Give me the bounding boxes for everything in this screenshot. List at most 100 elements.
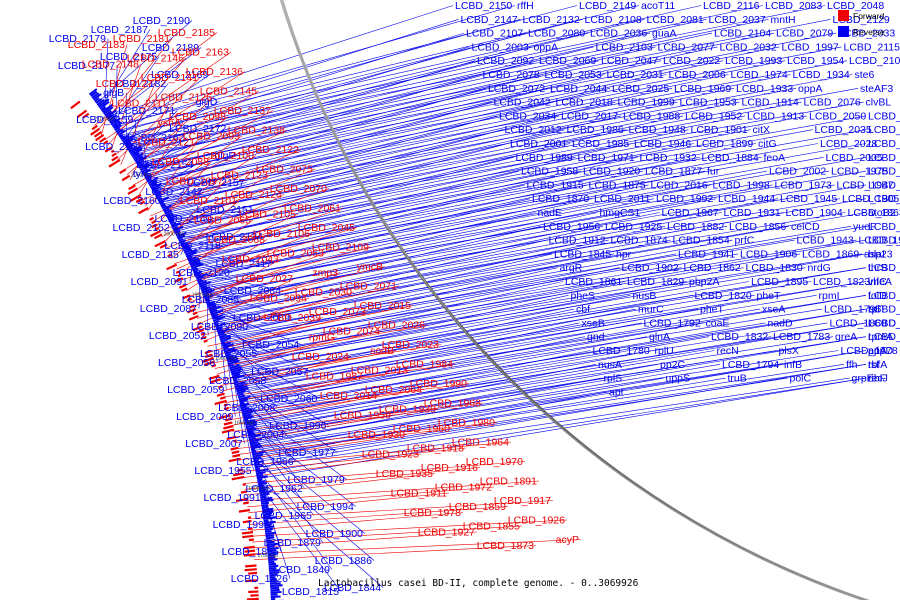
- reverse-feature: [256, 475, 268, 480]
- reverse-label-connector: [134, 32, 713, 159]
- reverse-feature: [135, 155, 148, 164]
- reverse-label-connector: [234, 308, 575, 381]
- reverse-gene-label: LCBD_1991: [203, 492, 260, 504]
- forward-feature: [223, 421, 233, 426]
- reverse-label-connector: [207, 226, 542, 306]
- forward-label-connector: [253, 545, 537, 560]
- reverse-gene-label: LCBD_1900: [306, 528, 363, 540]
- reverse-gene-label: LCBD_2042: [494, 97, 551, 109]
- reverse-gene-label: LCBD_1877: [645, 166, 702, 178]
- reverse-feature: [200, 286, 210, 292]
- reverse-label-connector: [202, 198, 655, 291]
- reverse-feature: [258, 486, 268, 490]
- reverse-label-connector: [238, 295, 867, 396]
- reverse-feature: [268, 569, 280, 572]
- forward-gene-label: LCBD_2163: [172, 47, 229, 59]
- reverse-feature: [213, 320, 219, 325]
- reverse-feature: [265, 536, 275, 540]
- reverse-label-connector: [154, 74, 729, 193]
- reverse-gene-label: LCBD_2050: [809, 110, 866, 122]
- reverse-feature: [188, 257, 200, 264]
- reverse-feature: [269, 582, 281, 585]
- forward-gene-label: LCBD_1935: [376, 468, 433, 480]
- reverse-feature: [242, 410, 254, 416]
- forward-feature: [217, 385, 223, 389]
- reverse-label-connector: [229, 267, 806, 365]
- reverse-label-connector: [200, 170, 867, 288]
- reverse-feature: [268, 560, 275, 564]
- reverse-label-connector: [207, 212, 660, 304]
- reverse-feature: [252, 453, 264, 458]
- reverse-feature: [235, 384, 248, 391]
- reverse-feature: [261, 504, 268, 508]
- reverse-label-connector: [126, 19, 707, 147]
- reverse-label-connector: [191, 170, 644, 267]
- forward-feature: [244, 568, 257, 572]
- reverse-feature: [204, 298, 210, 302]
- reverse-feature: [128, 146, 138, 153]
- forward-label-connector: [183, 233, 313, 286]
- reverse-feature: [264, 530, 272, 533]
- reverse-gene-label: LCBD_2115: [844, 41, 900, 53]
- forward-label-connector: [190, 252, 327, 303]
- forward-feature: [201, 357, 214, 363]
- forward-feature: [209, 378, 221, 384]
- reverse-label-connector: [152, 88, 549, 190]
- forward-gene-label: LCBD_1990: [410, 378, 467, 390]
- reverse-label-connector: [161, 101, 616, 207]
- reverse-feature: [249, 438, 263, 443]
- reverse-gene-label: pheT: [757, 290, 782, 302]
- reverse-feature: [257, 480, 266, 484]
- reverse-feature: [228, 363, 234, 368]
- forward-gene-label: LCBD_2137: [214, 105, 271, 117]
- forward-feature: [219, 396, 226, 400]
- forward-feature: [228, 457, 241, 463]
- reverse-label-connector: [158, 88, 673, 200]
- reverse-gene-label: rpmA: [868, 331, 893, 343]
- reverse-feature: [134, 155, 144, 162]
- reverse-gene-label: LCBD_1879: [264, 537, 321, 549]
- reverse-gene-label: LCBD_1951: [868, 166, 900, 178]
- reverse-gene-label: LCBD_1992: [656, 193, 713, 205]
- forward-gene-label: LCBD_2136: [186, 66, 243, 78]
- forward-label-connector: [228, 383, 470, 415]
- reverse-gene-label: LCBD_2084: [224, 285, 281, 297]
- reverse-label-connector: [121, 32, 465, 140]
- reverse-label-connector: [177, 236, 265, 238]
- forward-feature: [233, 439, 237, 443]
- reverse-gene-label: LCBD_2159: [76, 114, 133, 126]
- reverse-gene-label: rffH: [517, 0, 534, 12]
- reverse-gene-label: LCBD_1908: [859, 235, 900, 247]
- reverse-label-connector: [193, 170, 706, 272]
- forward-feature: [111, 155, 119, 162]
- forward-feature: [248, 571, 258, 575]
- reverse-feature: [268, 564, 279, 568]
- forward-gene-label: LCBD_2099: [183, 131, 240, 143]
- label-lines: [94, 5, 867, 592]
- forward-label-connector: [251, 519, 568, 537]
- forward-label-connector: [155, 161, 212, 227]
- reverse-feature: [199, 281, 211, 288]
- reverse-label-connector: [246, 350, 653, 426]
- reverse-gene-label: LCBD_2162: [127, 132, 184, 144]
- forward-strand-features: [70, 100, 259, 600]
- reverse-label-connector: [248, 364, 597, 433]
- reverse-label-connector: [254, 364, 867, 461]
- scale-tick-labels: 2100 kbp 2050 kbp 2000 kbp 1950 kbp 1900 kbp…: [94, 116, 278, 559]
- reverse-label-connector: [241, 308, 867, 409]
- reverse-feature: [239, 401, 245, 405]
- forward-gene-label: LCBD_1926: [508, 515, 565, 527]
- reverse-gene-label: LCBD_1862: [684, 262, 741, 274]
- reverse-label-connector: [143, 137, 187, 175]
- forward-feature: [188, 314, 199, 321]
- reverse-gene-label: LCBD_2187: [91, 24, 148, 36]
- reverse-gene-label: LCBD_1778: [841, 345, 898, 357]
- reverse-feature: [192, 267, 198, 272]
- forward-feature: [192, 311, 198, 316]
- forward-feature: [108, 158, 121, 168]
- reverse-feature: [263, 519, 269, 523]
- forward-label-connector: [150, 149, 302, 217]
- reverse-feature: [216, 328, 223, 333]
- reverse-gene-label: LCBD_2081: [647, 14, 704, 26]
- reverse-gene-label: LCBD_2116: [703, 0, 760, 12]
